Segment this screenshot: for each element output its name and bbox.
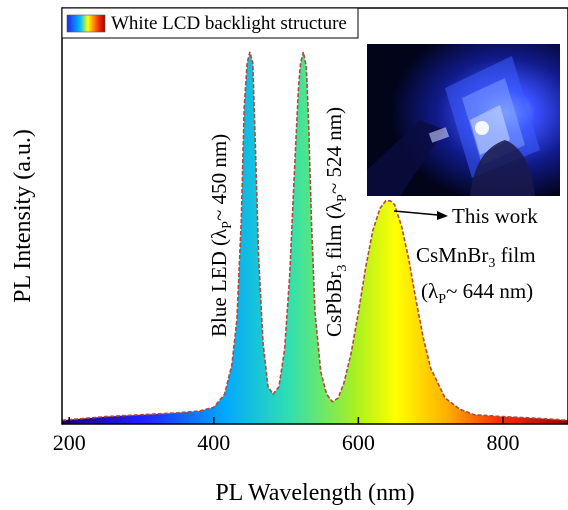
x-tick-label: 200 [53,430,86,455]
inset-photo [367,44,560,196]
legend-label: White LCD backlight structure [111,13,347,34]
this-work-arrowhead [437,211,448,220]
y-axis-title: PL Intensity (a.u.) [10,129,36,303]
annotation-this-work: This work [452,204,538,228]
legend-swatch [66,14,106,33]
x-tick-label: 600 [342,430,375,455]
x-axis-ticks: 200 400 600 800 [53,417,519,455]
x-tick-label: 400 [197,430,230,455]
annotation-blue-led: Blue LED (λP~ 450 nm) [207,134,235,337]
legend-box [61,7,359,39]
spectrum-line [61,51,568,422]
spectrum-area [62,52,568,424]
this-work-arrow [393,210,439,216]
x-axis-title: PL Wavelength (nm) [215,480,414,506]
annotation-cspbbr3-film: CsPbBr3 film (λP~ 524 nm) [322,107,350,337]
x-tick-label: 800 [486,430,519,455]
annotation-csmnbr3-film: CsMnBr3 film [416,243,536,271]
annotation-csmnbr3-peak: (λP~ 644 nm) [421,279,533,307]
